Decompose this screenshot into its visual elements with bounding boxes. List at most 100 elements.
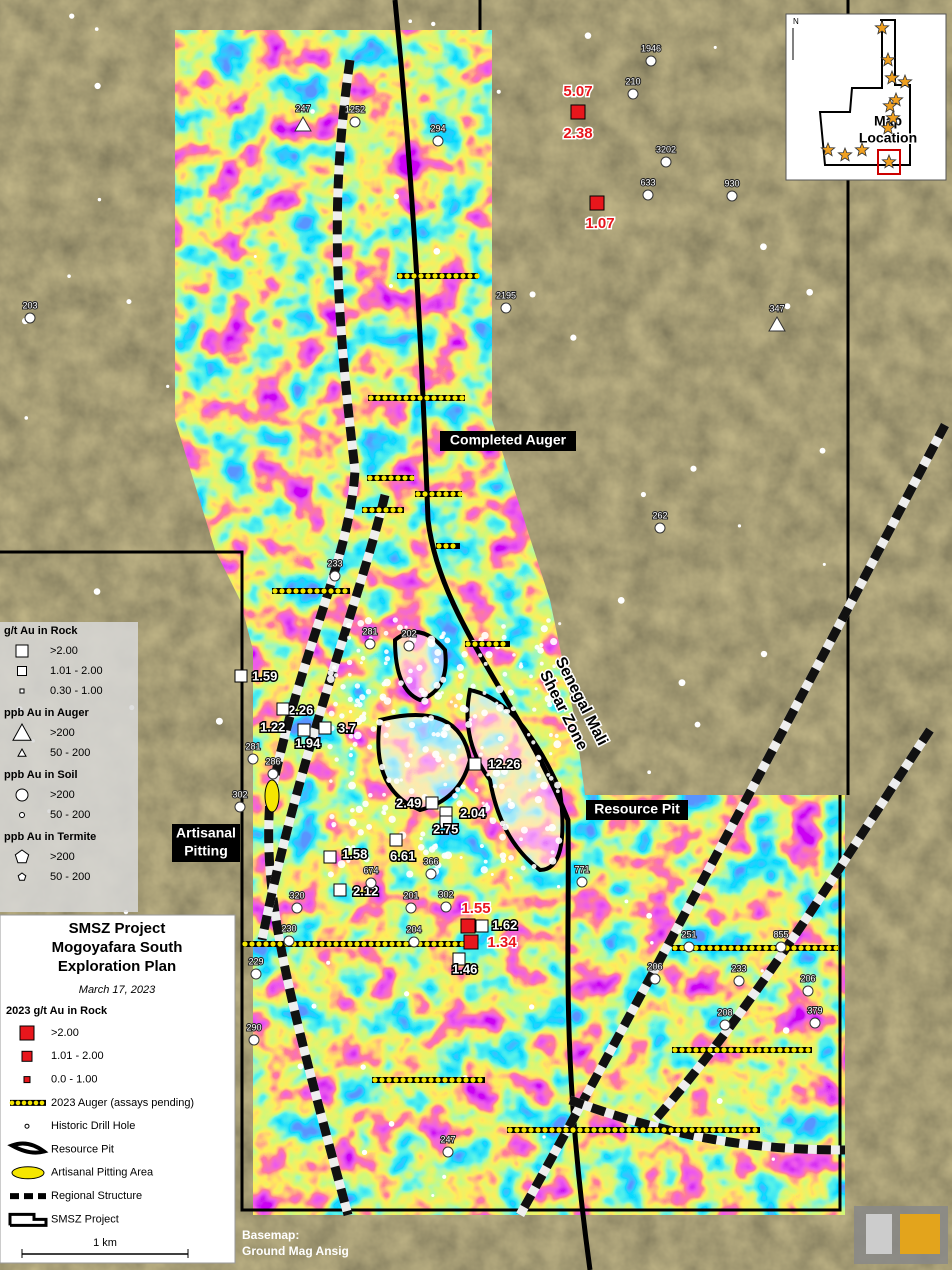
drill-hole — [359, 661, 363, 665]
legend-label: SMSZ Project — [51, 1213, 119, 1225]
drill-hole — [481, 801, 485, 805]
soil-sample — [393, 193, 400, 200]
drill-hole — [499, 783, 505, 790]
drill-hole — [500, 857, 507, 864]
drill-hole — [531, 864, 537, 869]
drill-hole — [483, 661, 488, 666]
auger-hole — [442, 1077, 448, 1083]
legend-title: Mogoyafara South — [52, 939, 183, 956]
auger-hole — [428, 1077, 434, 1083]
drill-hole — [554, 687, 558, 691]
drill-hole — [379, 764, 386, 771]
sample-label: 206 — [800, 973, 815, 983]
rock-label: 2.75 — [433, 821, 458, 836]
drill-hole — [534, 761, 541, 767]
legend-label: Historic Drill Hole — [51, 1120, 135, 1132]
auger-hole — [728, 1047, 734, 1053]
auger-hole — [443, 543, 449, 549]
sample-label: 281 — [245, 741, 260, 751]
auger-hole — [368, 941, 374, 947]
legend-label: >2.00 — [51, 1027, 79, 1039]
auger-hole — [470, 1077, 476, 1083]
drill-hole — [444, 851, 453, 860]
drill-hole — [548, 733, 553, 737]
auger-hole — [689, 1127, 695, 1133]
drill-hole — [384, 649, 389, 655]
sample-label: 229 — [248, 956, 263, 966]
sample-label: 290 — [246, 1022, 261, 1032]
drill-hole — [555, 789, 560, 794]
auger-hole — [431, 395, 437, 401]
drill-hole — [497, 735, 504, 742]
annotation: Completed Auger — [450, 432, 567, 448]
drill-hole — [555, 837, 563, 844]
rock-sample-2023 — [570, 104, 586, 120]
legend-title: SMSZ Project — [69, 920, 166, 937]
drill-hole — [435, 732, 441, 738]
structure — [257, 493, 390, 941]
auger-hole — [452, 941, 458, 947]
legend-symbol — [15, 1100, 21, 1106]
drill-hole — [483, 859, 488, 864]
auger-hole — [368, 395, 374, 401]
legend-heading: ppb Au in Soil — [4, 769, 78, 781]
drill-hole — [329, 779, 333, 783]
drill-hole — [347, 696, 353, 702]
rock-sample — [297, 723, 311, 737]
auger-hole — [605, 1127, 611, 1133]
legend-date: March 17, 2023 — [79, 984, 156, 996]
soil-sample — [405, 902, 417, 914]
drill-hole — [495, 685, 504, 694]
drill-hole — [421, 716, 429, 724]
auger-hole — [435, 1077, 441, 1083]
auger-hole — [421, 1077, 427, 1083]
project-star — [897, 73, 913, 89]
legend-label: 50 - 200 — [50, 871, 90, 883]
drill-hole — [443, 724, 451, 732]
soil-sample — [431, 1193, 435, 1198]
sample-label: 203 — [22, 300, 37, 310]
rock-label: 1.62 — [492, 917, 517, 932]
soil-sample — [94, 82, 101, 90]
auger-hole — [763, 945, 769, 951]
drill-hole — [534, 687, 538, 691]
auger-hole — [379, 1077, 385, 1083]
drill-hole — [349, 770, 355, 776]
drill-hole — [536, 773, 542, 779]
auger-hole — [672, 945, 678, 951]
legend-symbol — [19, 1025, 35, 1041]
drill-hole — [433, 681, 441, 689]
drill-hole — [532, 707, 537, 712]
drill-hole — [331, 665, 337, 670]
inset-label: Location — [859, 130, 917, 146]
soil-sample — [297, 1063, 304, 1070]
soil-sample — [250, 968, 262, 980]
sample-label: 251 — [681, 929, 696, 939]
auger-hole — [414, 1077, 420, 1083]
soil-sample — [683, 941, 695, 953]
soil-sample — [403, 991, 410, 997]
sample-label: 771 — [574, 864, 589, 874]
auger-hole — [682, 1127, 688, 1133]
rock-sample — [318, 721, 332, 735]
rock-label: 1.94 — [295, 735, 321, 750]
soil-sample — [784, 303, 791, 310]
auger-hole — [612, 1127, 618, 1133]
soil-sample — [215, 717, 223, 725]
drill-hole — [382, 792, 386, 797]
sample-label: 633 — [640, 177, 655, 187]
soil-sample — [806, 288, 813, 296]
drill-hole — [485, 651, 493, 659]
project-star — [854, 141, 870, 157]
drill-hole — [486, 773, 490, 777]
legend-bottom: SMSZ Project Mogoyafara South Exploration … — [0, 914, 236, 1264]
drill-hole — [408, 788, 415, 795]
auger-hole — [438, 941, 444, 947]
auger-hole — [386, 1077, 392, 1083]
soil-sample — [388, 1121, 395, 1127]
auger-hole — [714, 1047, 720, 1053]
auger-hole — [418, 273, 424, 279]
auger-hole — [457, 491, 463, 497]
drill-hole — [459, 855, 463, 860]
auger-hole — [328, 588, 334, 594]
